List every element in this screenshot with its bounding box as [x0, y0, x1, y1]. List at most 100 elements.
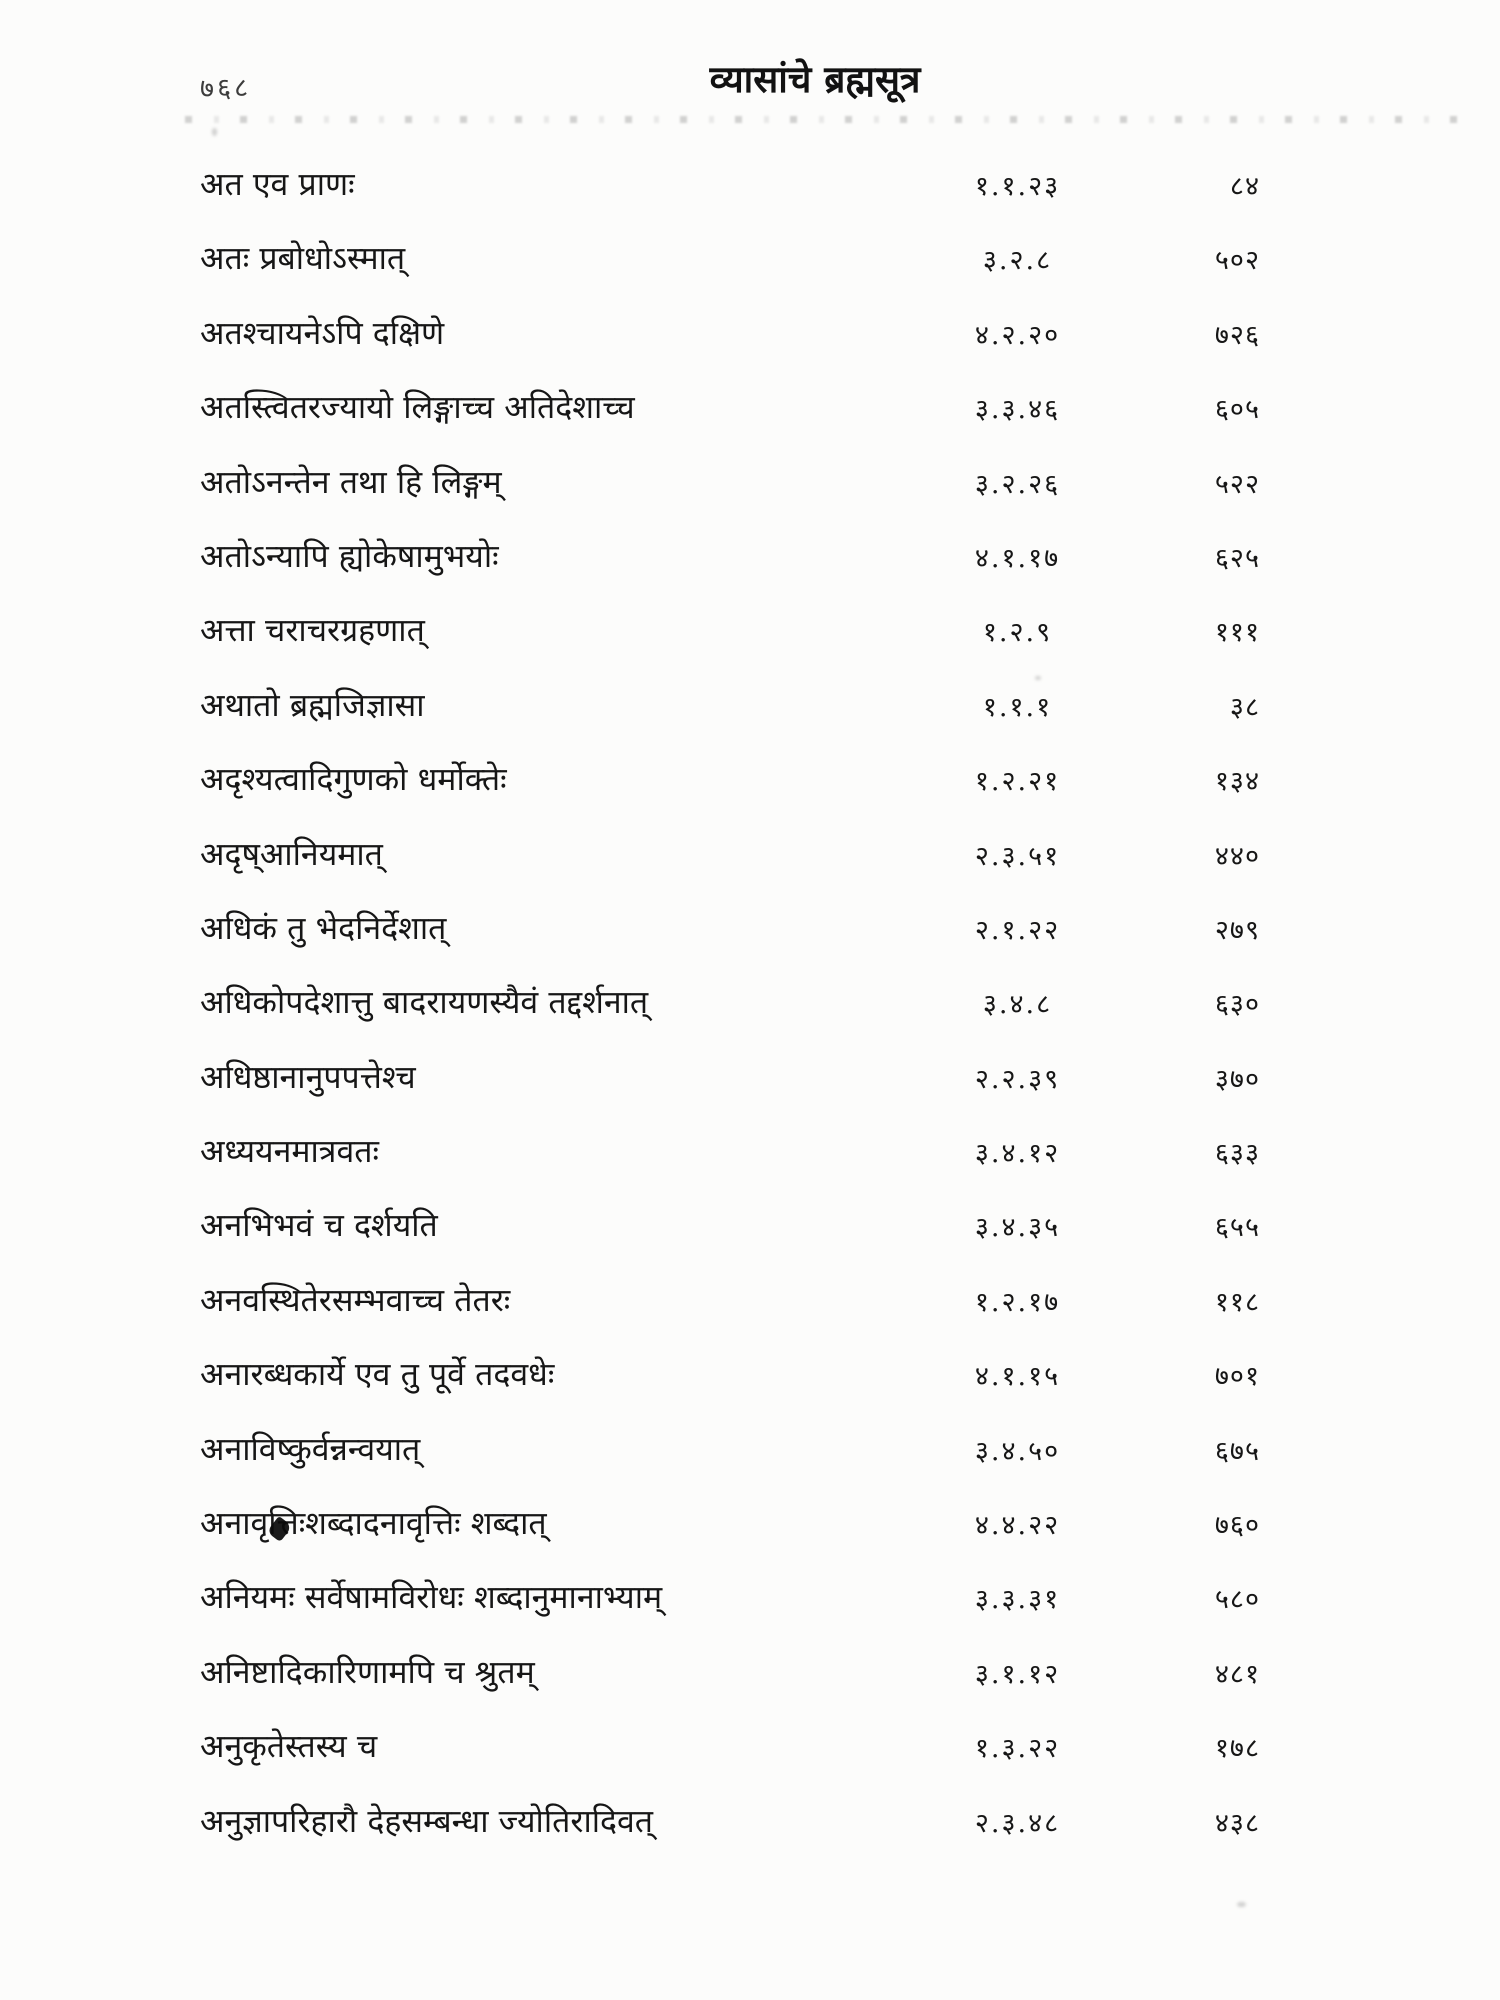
sutra-text: अधिकं तु भेदनिर्देशात्	[200, 908, 447, 947]
sutra-number: ३.४.१२	[974, 1138, 1061, 1170]
page-number: ८४	[1229, 171, 1260, 202]
index-row: अत एव प्राणः १.१.२३ ८४	[200, 148, 1260, 222]
index-row: अधिष्ठानानुपपत्तेश्च २.२.३९ ३७०	[200, 1041, 1260, 1115]
index-row: अध्ययनमात्रवतः ३.४.१२ ६३३	[200, 1115, 1260, 1189]
index-row: अथातो ब्रह्मजिज्ञासा १.१.१ ३८	[200, 669, 1260, 743]
sutra-text: अनारब्धकार्ये एव तु पूर्वे तदवधेः	[200, 1355, 555, 1394]
sutra-number: १.२.२१	[974, 766, 1061, 798]
sutra-text: अनियमः सर्वेषामविरोधः शब्दानुमानाभ्याम्	[200, 1578, 663, 1617]
index-row: अनिष्टादिकारिणामपि च श्रुतम् ३.१.१२ ४८१	[200, 1636, 1260, 1710]
page-number: ५२२	[1214, 468, 1260, 500]
index-row: अतोऽनन्तेन तथा हि लिङ्गम् ३.२.२६ ५२२	[200, 446, 1260, 520]
sutra-number: २.१.२२	[974, 914, 1061, 946]
sutra-number: ३.४.५०	[974, 1435, 1061, 1467]
page-number: १७८	[1214, 1733, 1260, 1765]
page-number: ४४०	[1214, 840, 1260, 872]
index-row: अनावृत्तिःशब्दादनावृत्तिः शब्दात् ४.४.२२ ७…	[200, 1487, 1260, 1561]
sutra-text: अधिष्ठानानुपपत्तेश्च	[200, 1057, 416, 1096]
page-number: ५०२	[1214, 245, 1260, 277]
index-row: अनियमः सर्वेषामविरोधः शब्दानुमानाभ्याम् ३…	[200, 1561, 1260, 1635]
sutra-number: ३.२.२६	[974, 468, 1061, 500]
index-row: अधिकं तु भेदनिर्देशात् २.१.२२ २७९	[200, 892, 1260, 966]
sutra-number: १.२.९	[982, 617, 1053, 649]
page-number: ५८०	[1214, 1584, 1260, 1616]
sutra-number: १.२.१७	[974, 1286, 1061, 1318]
page-number: ७२६	[1214, 319, 1260, 351]
sutra-text: अदृष्आनियमात्	[200, 834, 383, 873]
sutra-text: अथातो ब्रह्मजिज्ञासा	[200, 685, 425, 724]
sutra-number: २.२.३९	[974, 1063, 1061, 1095]
sutra-number: ३.२.८	[982, 245, 1053, 277]
index-row: अदृष्आनियमात् २.३.५१ ४४०	[200, 818, 1260, 892]
sutra-text: अनिष्टादिकारिणामपि च श्रुतम्	[200, 1652, 535, 1691]
sutra-number: २.३.५१	[974, 840, 1061, 872]
sutra-text: अनवस्थितेरसम्भवाच्च तेतरः	[200, 1280, 511, 1319]
page-number: ६७५	[1214, 1435, 1260, 1467]
folio-page-number: ७६८	[199, 72, 252, 105]
sutra-text: अधिकोपदेशात्तु बादरायणस्यैवं तद्दर्शनात्	[200, 983, 649, 1022]
sutra-text: अत्ता चराचरग्रहणात्	[200, 611, 425, 650]
sutra-number: ४.४.२२	[974, 1510, 1061, 1542]
page-number: १११	[1214, 617, 1260, 649]
sutra-number: १.३.२२	[974, 1733, 1061, 1765]
sutra-number: ३.३.३१	[974, 1584, 1061, 1616]
scan-artifact-line	[185, 116, 1465, 123]
index-row: अत्ता चराचरग्रहणात् १.२.९ १११	[200, 594, 1260, 668]
sutra-text: अतोऽनन्तेन तथा हि लिङ्गम्	[200, 462, 502, 501]
scan-smudge	[1035, 676, 1041, 680]
sutra-text: अनावृत्तिःशब्दादनावृत्तिः शब्दात्	[200, 1504, 547, 1543]
index-row: अदृश्यत्वादिगुणको धर्मोक्तेः १.२.२१ १३४	[200, 743, 1260, 817]
sutra-text: अदृश्यत्वादिगुणको धर्मोक्तेः	[200, 760, 507, 799]
index-row: अनभिभवं च दर्शयति ३.४.३५ ६५५	[200, 1189, 1260, 1263]
index-rows: अत एव प्राणः १.१.२३ ८४ अतः प्रबोधोऽस्मात् ३.…	[200, 148, 1260, 1859]
sutra-number: ४.१.१५	[974, 1361, 1061, 1393]
sutra-number: ४.२.२०	[974, 319, 1061, 351]
sutra-text: अनभिभवं च दर्शयति	[200, 1206, 438, 1245]
page-number: २७९	[1214, 914, 1260, 946]
sutra-number: ४.१.१७	[974, 542, 1061, 574]
page-number: ६३३	[1214, 1138, 1260, 1170]
page-number: ६३०	[1214, 989, 1260, 1021]
sutra-text: अतोऽन्यापि ह्योकेषामुभयोः	[200, 536, 499, 575]
sutra-number: ३.४.३५	[974, 1212, 1061, 1244]
sutra-text: अतस्त्वितरज्यायो लिङ्गाच्च अतिदेशाच्च	[200, 388, 635, 427]
page-number: ३७०	[1214, 1063, 1260, 1095]
sutra-text: अतः प्रबोधोऽस्मात्	[200, 239, 406, 278]
sutra-text: अनुकृतेस्तस्य च	[200, 1727, 378, 1766]
sutra-number: २.३.४८	[974, 1807, 1061, 1839]
index-row: अतोऽन्यापि ह्योकेषामुभयोः ४.१.१७ ६२५	[200, 520, 1260, 594]
page-number: ६२५	[1214, 542, 1260, 574]
page-number: १३४	[1214, 766, 1260, 798]
sutra-text: अतश्चायनेऽपि दक्षिणे	[200, 313, 445, 352]
index-row: अतः प्रबोधोऽस्मात् ३.२.८ ५०२	[200, 222, 1260, 296]
sutra-number: ३.४.८	[982, 989, 1053, 1021]
index-row: अधिकोपदेशात्तु बादरायणस्यैवं तद्दर्शनात्…	[200, 966, 1260, 1040]
page-number: ६५५	[1214, 1212, 1260, 1244]
page-number: ७६०	[1214, 1510, 1260, 1542]
sutra-number: ३.१.१२	[974, 1658, 1061, 1690]
index-row: अतश्चायनेऽपि दक्षिणे ४.२.२० ७२६	[200, 297, 1260, 371]
page-number: ४८१	[1214, 1658, 1260, 1690]
scan-smudge	[1237, 1902, 1246, 1907]
sutra-number: ३.३.४६	[974, 394, 1061, 426]
sutra-text: अनुज्ञापरिहारौ देहसम्बन्धा ज्योतिरादिवत्	[200, 1801, 654, 1840]
sutra-text: अत एव प्राणः	[200, 165, 355, 203]
page-number: ११८	[1214, 1286, 1260, 1318]
index-row: अनारब्धकार्ये एव तु पूर्वे तदवधेः ४.१.१५ ७…	[200, 1338, 1260, 1412]
index-row: अनाविष्कुर्वन्नन्वयात् ३.४.५० ६७५	[200, 1413, 1260, 1487]
page-title: व्यासांचे ब्रह्मसूत्र	[709, 57, 921, 101]
sutra-number: १.१.२३	[974, 171, 1061, 202]
sutra-text: अनाविष्कुर्वन्नन्वयात्	[200, 1429, 421, 1468]
page-number: ७०१	[1214, 1361, 1260, 1393]
index-row: अनवस्थितेरसम्भवाच्च तेतरः १.२.१७ ११८	[200, 1264, 1260, 1338]
page-number: ४३८	[1214, 1807, 1260, 1839]
page-number: ६०५	[1214, 394, 1260, 426]
scan-smudge	[212, 128, 217, 136]
sutra-text: अध्ययनमात्रवतः	[200, 1132, 379, 1171]
index-row: अनुकृतेस्तस्य च १.३.२२ १७८	[200, 1710, 1260, 1784]
sutra-number: १.१.१	[982, 691, 1053, 723]
page-number: ३८	[1229, 691, 1260, 723]
index-row: अतस्त्वितरज्यायो लिङ्गाच्च अतिदेशाच्च ३.३…	[200, 371, 1260, 445]
index-row: अनुज्ञापरिहारौ देहसम्बन्धा ज्योतिरादिवत्…	[200, 1785, 1260, 1859]
